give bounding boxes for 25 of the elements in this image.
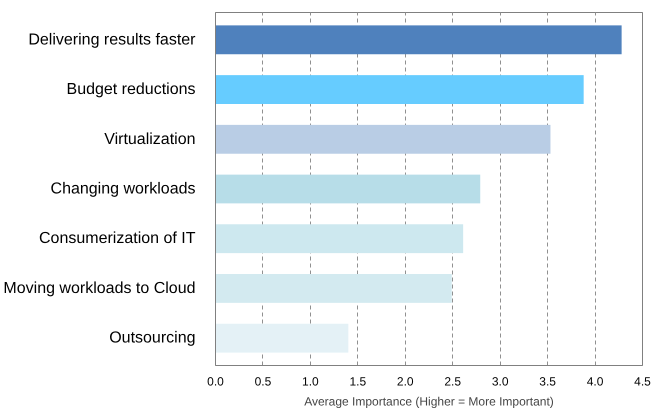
y-tick-label: Moving workloads to Cloud: [3, 280, 196, 297]
x-tick-label: 4.0: [586, 374, 604, 388]
y-tick-label: Outsourcing: [109, 330, 196, 347]
bar: [216, 224, 464, 254]
x-tick-label: 0.5: [254, 374, 272, 388]
bar: [216, 25, 622, 54]
bar: [216, 324, 348, 353]
x-axis-title: Average Importance (Higher = More Important): [304, 394, 554, 408]
y-tick-label: Virtualization: [104, 130, 196, 148]
y-tick-label: Changing workloads: [50, 180, 196, 198]
x-tick-label: 3.5: [539, 374, 556, 388]
y-tick-label: Consumerization of IT: [38, 230, 196, 248]
bar: [216, 75, 584, 104]
x-tick-label: 1.0: [302, 374, 320, 388]
x-tick-label: 0.0: [207, 374, 224, 388]
x-tick-label: 3.0: [492, 374, 509, 388]
bar: [216, 274, 452, 303]
x-tick-label: 2.5: [444, 374, 462, 388]
bar: [216, 124, 550, 154]
bar: [216, 174, 480, 204]
x-tick-label: 2.0: [396, 374, 414, 388]
x-tick-label: 4.5: [634, 374, 652, 388]
x-tick-label: 1.5: [349, 374, 366, 388]
y-tick-label: Budget reductions: [66, 81, 196, 98]
y-tick-label: Delivering results faster: [28, 31, 196, 48]
